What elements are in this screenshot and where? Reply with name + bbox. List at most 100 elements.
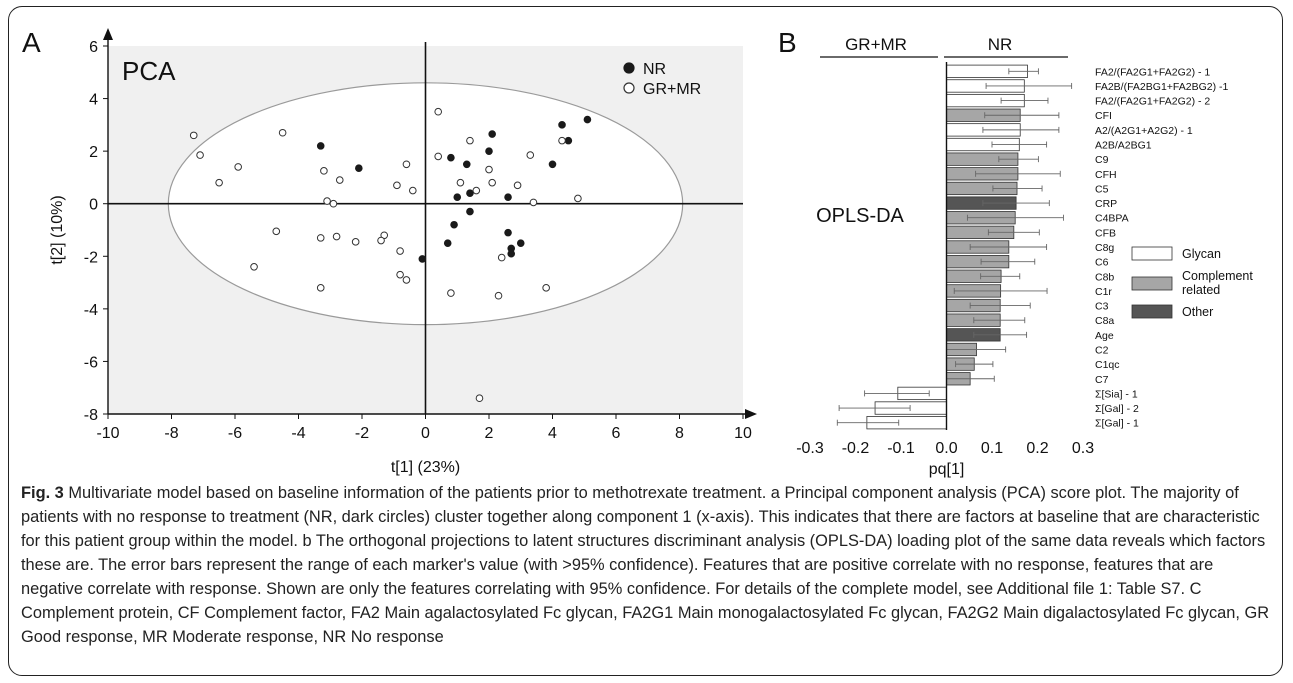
nr-point (504, 193, 512, 201)
bar-label: CFI (1095, 110, 1112, 122)
gr-mr-point (494, 291, 503, 300)
bar-label: CRP (1095, 198, 1117, 210)
nr-point (583, 115, 592, 124)
x-tick-label: 0 (421, 425, 430, 442)
x-tick-label: -0.3 (796, 440, 824, 457)
nr-point (450, 220, 458, 229)
x-tick-label: -8 (164, 425, 178, 442)
gr-mr-point (526, 151, 535, 159)
bar-label: A2B/A2BG1 (1095, 140, 1152, 152)
nr-point (485, 147, 493, 155)
x-tick-label: -6 (228, 425, 242, 442)
bar-label: C8a (1095, 315, 1114, 327)
gr-mr-point (488, 178, 496, 187)
bar-label: C7 (1095, 374, 1109, 386)
legend-label: Glycan (1182, 247, 1221, 261)
nr-point (418, 255, 427, 263)
y-tick-label: -4 (84, 302, 98, 319)
gr-mr-point (351, 238, 360, 246)
legend-marker (623, 82, 635, 94)
gr-mr-point (574, 194, 582, 203)
legend-label: NR (643, 61, 666, 78)
bar-label: C8b (1095, 271, 1114, 283)
gr-mr-point (542, 284, 550, 292)
gr-mr-point (196, 151, 204, 159)
gr-mr-point (329, 199, 338, 208)
bar-label: C4BPA (1095, 213, 1129, 225)
x-axis-arrow (745, 409, 757, 419)
legend-swatch (1131, 304, 1173, 319)
legend-label: Complement (1182, 269, 1253, 283)
gr-mr-point (529, 198, 538, 207)
x-tick-label: 0.1 (981, 440, 1003, 457)
bar-label: C9 (1095, 154, 1109, 166)
bar-label: C2 (1095, 344, 1109, 356)
nr-point (516, 239, 525, 247)
y-tick-label: -2 (84, 249, 98, 266)
x-tick-label: 8 (675, 425, 684, 442)
gr-mr-point (215, 178, 223, 187)
panel-label-b: B (778, 27, 797, 58)
gr-mr-point (272, 227, 281, 236)
y-axis-arrow (103, 28, 113, 40)
gr-mr-point (377, 236, 385, 245)
x-tick-label: -2 (355, 425, 369, 442)
bar-label: Age (1095, 330, 1114, 342)
nr-point (548, 160, 557, 169)
bar-label: Σ[Gal] - 2 (1095, 403, 1139, 415)
bar-label: CFB (1095, 227, 1116, 239)
nr-point (488, 130, 496, 138)
y-tick-label: -8 (84, 407, 98, 424)
x-tick-label: 0.3 (1072, 440, 1094, 457)
gr-mr-point (466, 136, 474, 145)
x-tick-label: 6 (612, 425, 621, 442)
gr-mr-point (396, 270, 404, 279)
gr-mr-point (332, 232, 341, 241)
gr-mr-point (320, 167, 328, 175)
opls-da-loading-plot: B GR+MR NR OPLS-DA FA2/(FA2G1+FA2G2) - 1 FA2B… (778, 27, 1253, 478)
legend-swatch (1131, 246, 1173, 261)
figure-caption: Fig. 3 Multivariate model based on basel… (21, 481, 1276, 649)
gr-mr-point (497, 253, 506, 262)
x-tick-label: -0.1 (887, 440, 915, 457)
gr-mr-point (472, 186, 481, 195)
x-tick-label: 4 (548, 425, 557, 442)
gr-mr-point (278, 128, 287, 137)
bar-label: C3 (1095, 301, 1109, 313)
x-tick-label: 0.2 (1026, 440, 1048, 457)
gr-mr-point (402, 276, 411, 284)
gr-mr-point (447, 289, 455, 297)
x-tick-label: 2 (485, 425, 494, 442)
caption-text: Multivariate model based on baseline inf… (21, 484, 1270, 646)
gr-mr-point (234, 163, 242, 171)
bar-label: C6 (1095, 257, 1109, 269)
y-tick-label: -6 (84, 354, 98, 371)
nr-point (443, 239, 452, 247)
y-tick-label: 2 (89, 144, 98, 161)
gr-mr-point (189, 131, 198, 140)
x-tick-label: -0.2 (842, 440, 870, 457)
y-tick-label: 4 (89, 92, 98, 109)
nr-point (316, 142, 325, 150)
nr-point (447, 153, 455, 162)
gr-mr-point (434, 107, 443, 116)
bar-label: Σ[Sia] - 1 (1095, 388, 1138, 400)
bar-label: FA2B/(FA2BG1+FA2BG2) -1 (1095, 81, 1229, 93)
gr-mr-point (316, 234, 325, 242)
gr-mr-point (316, 284, 325, 292)
gr-mr-point (456, 178, 465, 187)
bar-label: CFH (1095, 169, 1117, 181)
bar-label: C1r (1095, 286, 1112, 298)
legend-label: related (1182, 283, 1220, 297)
legend-marker (623, 62, 635, 74)
nr-point (466, 189, 474, 197)
y-tick-label: 6 (89, 39, 98, 56)
gr-mr-point (396, 247, 404, 255)
group-header-nr: NR (988, 35, 1013, 54)
nr-point (558, 121, 566, 129)
gr-mr-point (409, 186, 417, 195)
gr-mr-point (335, 176, 344, 184)
panel-label-a: A (22, 27, 41, 58)
gr-mr-point (558, 136, 566, 145)
